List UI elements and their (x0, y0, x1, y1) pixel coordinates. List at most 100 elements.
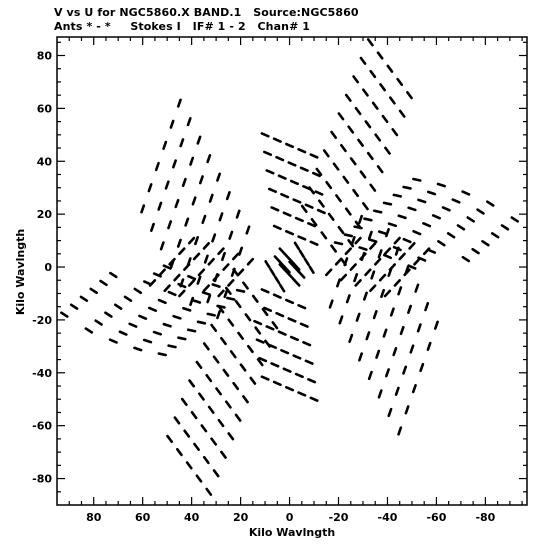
uv-point (287, 161, 297, 167)
uv-point (159, 241, 165, 251)
uv-point (89, 287, 98, 295)
uv-point (150, 222, 155, 232)
uv-point (244, 313, 252, 322)
uv-point (113, 303, 123, 310)
uv-point (191, 299, 202, 304)
uv-point (189, 156, 195, 166)
uv-point (236, 268, 245, 277)
uv-point (366, 38, 374, 47)
uv-point (382, 201, 393, 206)
x-axis-title: Kilo Wavlngth (249, 526, 335, 539)
uv-point (253, 319, 263, 326)
uv-point (247, 344, 254, 354)
uv-point (424, 302, 430, 312)
uv-point (333, 241, 344, 246)
uv-point (376, 51, 384, 60)
uv-point (215, 387, 222, 396)
y-tick-label: -60 (32, 420, 52, 433)
uv-point (201, 214, 207, 225)
uv-point (481, 240, 490, 247)
uv-point (223, 288, 229, 299)
uv-point (178, 289, 186, 298)
uv-point (210, 437, 218, 446)
uv-point (309, 153, 319, 159)
uv-point (456, 224, 466, 231)
uv-point (375, 349, 381, 359)
uv-point (293, 265, 301, 274)
uv-point (317, 199, 325, 208)
uv-point (168, 257, 176, 266)
uv-point (293, 241, 301, 251)
x-tick-label: 40 (184, 511, 200, 524)
chart-subtitle: Ants * - * Stokes I IF# 1 - 2 Chan# 1 (54, 20, 311, 33)
uv-point (367, 230, 373, 240)
uv-point (118, 330, 128, 336)
uv-point (377, 230, 388, 236)
uv-point (172, 314, 182, 320)
uv-point (357, 138, 364, 147)
uv-point (181, 177, 187, 188)
uv-point (334, 257, 343, 266)
uv-point (426, 190, 437, 196)
uv-point (142, 338, 153, 344)
uv-point (206, 312, 216, 317)
uv-point (242, 395, 249, 404)
uv-point (279, 283, 286, 293)
chart-title: V vs U for NGC5860.X BAND.1 Source:NGC58… (54, 6, 359, 19)
uv-point (167, 220, 173, 230)
uv-point (381, 114, 389, 124)
uv-point (278, 263, 286, 271)
uv-point (372, 209, 383, 214)
uv-point (254, 326, 262, 335)
uv-point (232, 381, 240, 391)
uv-point (84, 327, 94, 334)
uv-point (211, 233, 217, 243)
y-tick-label: 60 (37, 102, 53, 115)
uv-point (353, 225, 363, 230)
uv-point (392, 347, 398, 357)
uv-point (426, 341, 432, 351)
uv-point (422, 247, 431, 256)
uv-point (147, 183, 153, 193)
uv-point (271, 321, 279, 330)
uv-point (194, 235, 199, 246)
uv-point (192, 252, 201, 261)
uv-point (285, 229, 295, 236)
uv-point (325, 268, 333, 277)
uv-point (187, 279, 196, 287)
uv-point (393, 236, 401, 245)
y-tick-label: 20 (37, 208, 53, 221)
uv-point (195, 474, 203, 483)
uv-point (297, 391, 307, 397)
x-tick-label: -20 (329, 511, 349, 524)
uv-point (350, 235, 356, 246)
uv-point (283, 252, 291, 261)
uv-point (200, 424, 208, 433)
uv-point (246, 257, 255, 266)
uv-point (411, 384, 417, 394)
uv-point (322, 149, 330, 158)
uv-point (212, 355, 220, 364)
uv-point (255, 338, 265, 344)
uv-point (282, 211, 292, 217)
uv-point (358, 352, 363, 362)
uv-point (220, 450, 227, 459)
uv-point (385, 368, 390, 378)
uv-point (299, 166, 309, 172)
uv-point (201, 291, 211, 296)
uv-point (377, 389, 383, 399)
uv-point (358, 214, 363, 225)
uv-point (307, 378, 317, 384)
uv-point (343, 257, 349, 267)
uv-point (320, 231, 328, 240)
uv-point (237, 331, 244, 340)
uv-point (373, 257, 382, 266)
uv-point (212, 469, 220, 478)
uv-point (367, 370, 373, 381)
uv-point (272, 137, 282, 143)
uv-point (143, 280, 153, 286)
uv-point (369, 284, 377, 293)
uv-point (280, 348, 290, 355)
uv-point (299, 322, 309, 328)
